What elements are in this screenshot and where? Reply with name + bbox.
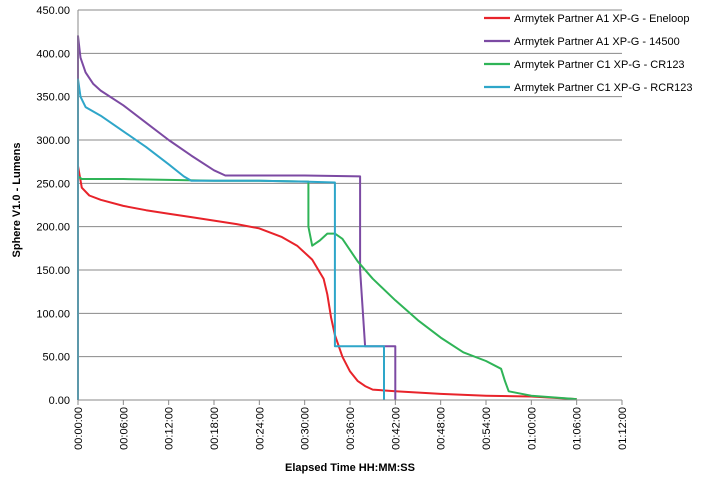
legend-label-3: Armytek Partner C1 XP-G - CR123 xyxy=(514,59,685,71)
x-tick-label: 00:30:00 xyxy=(300,407,312,450)
y-tick-label: 0.00 xyxy=(49,395,70,407)
series-line-3 xyxy=(77,175,577,401)
x-tick-label: 00:54:00 xyxy=(481,407,493,450)
x-tick-label: 01:06:00 xyxy=(572,407,584,450)
series-line-1 xyxy=(77,165,577,401)
series-layer xyxy=(77,35,577,401)
x-tick-label: 00:36:00 xyxy=(345,407,357,450)
x-tick-label: 01:00:00 xyxy=(526,407,538,450)
x-tick-label: 00:00:00 xyxy=(73,407,85,450)
y-tick-label: 300.00 xyxy=(36,135,70,147)
x-axis-title: Elapsed Time HH:MM:SS xyxy=(285,462,415,474)
series-line-4 xyxy=(77,78,385,400)
legend-label-1: Armytek Partner A1 XP-G - Eneloop xyxy=(514,13,689,25)
y-tick-label: 50.00 xyxy=(42,352,70,364)
y-tick-label: 100.00 xyxy=(36,308,70,320)
y-tick-label: 400.00 xyxy=(36,48,70,60)
y-tick-label: 450.00 xyxy=(36,5,70,17)
y-axis-title: Sphere V1.0 - Lumens xyxy=(11,143,23,258)
y-tick-label: 150.00 xyxy=(36,265,70,277)
y-tick-label: 200.00 xyxy=(36,222,70,234)
x-tick-label: 00:06:00 xyxy=(118,407,130,450)
x-tick-label: 00:48:00 xyxy=(436,407,448,450)
legend-label-2: Armytek Partner A1 XP-G - 14500 xyxy=(514,36,680,48)
axis-layer: 0.00 50.00 100.00 150.00 200.00 250.00 300.00 3… xyxy=(36,5,629,450)
x-tick-label: 00:18:00 xyxy=(209,407,221,450)
y-tick-label: 350.00 xyxy=(36,92,70,104)
legend: Armytek Partner A1 XP-G - Eneloop Armytek… xyxy=(484,13,693,94)
x-tick-label: 00:24:00 xyxy=(254,407,266,450)
legend-label-4: Armytek Partner C1 XP-G - RCR123 xyxy=(514,82,693,94)
x-tick-label: 00:42:00 xyxy=(390,407,402,450)
series-line-2 xyxy=(77,35,397,400)
x-tick-label: 00:12:00 xyxy=(164,407,176,450)
y-tick-label: 250.00 xyxy=(36,178,70,190)
x-tick-label: 01:12:00 xyxy=(617,407,629,450)
